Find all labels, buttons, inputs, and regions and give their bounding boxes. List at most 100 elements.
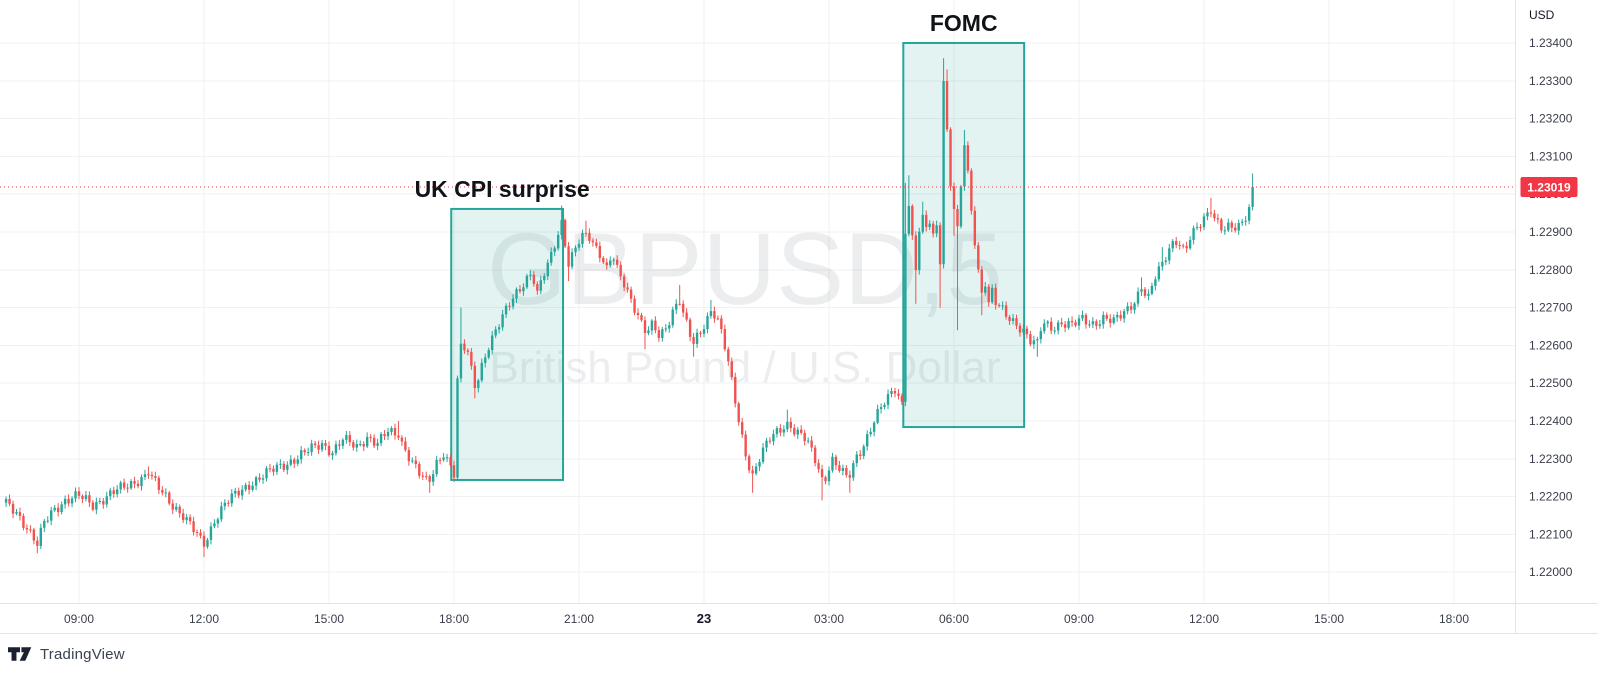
candle-body xyxy=(810,440,813,448)
candle-body xyxy=(372,437,376,446)
candle-body xyxy=(32,529,36,541)
candle-body xyxy=(81,495,84,499)
highlight-box-uk-cpi[interactable] xyxy=(450,207,565,481)
candle-body xyxy=(813,447,817,464)
candle-body xyxy=(1022,328,1025,333)
annotation-fomc-label[interactable]: FOMC xyxy=(930,10,998,36)
candle-body xyxy=(522,287,525,292)
candle-body xyxy=(966,145,970,171)
candle-body xyxy=(1105,315,1108,319)
candle-body xyxy=(702,329,706,334)
candle-body xyxy=(414,460,418,465)
candle-body xyxy=(1244,220,1247,222)
candle-body xyxy=(664,328,668,330)
candle-body xyxy=(383,434,386,437)
candle-body xyxy=(1102,315,1105,325)
candle-body xyxy=(904,233,907,402)
candle-body xyxy=(109,490,112,497)
footer-brand[interactable]: TradingView xyxy=(8,645,125,663)
candle-body xyxy=(827,470,831,482)
candle-body xyxy=(466,350,470,352)
candle-body xyxy=(1161,261,1164,267)
annotation-uk-cpi-label[interactable]: UK CPI surprise xyxy=(415,176,590,202)
time-axis[interactable]: 09:00 12:00 15:00 18:00 21:00 23 03:00 06:00 09:… xyxy=(0,603,1598,634)
candles-layer xyxy=(4,58,1254,558)
candle-body xyxy=(435,459,438,475)
candle-body xyxy=(282,463,286,470)
candle-body xyxy=(411,460,414,462)
candle-body xyxy=(751,470,754,474)
price-tick-label: 1.22100 xyxy=(1529,527,1573,541)
candle-body xyxy=(633,298,636,313)
candle-body xyxy=(1046,321,1049,324)
candle-body xyxy=(952,186,956,209)
candle-body xyxy=(1202,216,1206,228)
candle-body xyxy=(747,456,751,471)
candle-body xyxy=(490,335,494,351)
candle-body xyxy=(63,498,67,505)
candle-body xyxy=(1206,212,1209,217)
candle-body xyxy=(1181,245,1185,247)
highlight-box-fomc[interactable] xyxy=(902,42,1026,429)
candle-body xyxy=(1157,266,1161,280)
candle-body xyxy=(1199,227,1202,229)
candle-body xyxy=(984,286,987,293)
candle-body xyxy=(688,319,692,337)
candle-body xyxy=(876,408,879,423)
candle-body xyxy=(734,376,737,404)
candle-body xyxy=(803,432,806,442)
tradingview-logo-icon xyxy=(8,647,32,661)
candle-body xyxy=(546,262,549,277)
candle-body xyxy=(317,445,320,450)
candle-body xyxy=(275,464,279,472)
candle-body xyxy=(345,435,348,440)
price-tick-label: 1.22000 xyxy=(1529,565,1573,579)
candle-body xyxy=(536,284,539,291)
candle-body xyxy=(362,443,365,447)
candle-body xyxy=(195,532,199,534)
candle-body xyxy=(897,393,900,396)
candle-body xyxy=(727,349,730,362)
candle-body xyxy=(50,510,53,521)
candle-body xyxy=(1140,289,1143,292)
candle-body xyxy=(171,503,174,510)
candle-body xyxy=(53,507,56,511)
candle-body xyxy=(848,475,852,478)
price-tick-label: 1.22600 xyxy=(1529,338,1573,352)
candle-body xyxy=(622,276,626,288)
candle-body xyxy=(657,330,661,338)
plot-area[interactable] xyxy=(0,0,1515,603)
candle-body xyxy=(438,459,442,461)
candle-body xyxy=(970,170,973,211)
candle-body xyxy=(296,459,299,464)
candle-body xyxy=(240,489,244,496)
candle-body xyxy=(306,451,310,453)
candle-body xyxy=(584,232,588,234)
candle-body xyxy=(949,129,952,187)
candle-body xyxy=(550,251,553,263)
candle-body xyxy=(591,240,595,243)
candle-body xyxy=(553,248,556,252)
candle-body xyxy=(1050,321,1053,331)
candle-body xyxy=(504,305,508,315)
candle-body xyxy=(334,444,338,454)
candle-body xyxy=(129,481,133,489)
candle-body xyxy=(206,539,209,547)
candle-body xyxy=(1230,222,1233,228)
candle-body xyxy=(515,289,518,299)
time-tick-label: 12:00 xyxy=(1189,612,1219,626)
time-tick-label: 09:00 xyxy=(64,612,94,626)
candle-body xyxy=(449,457,452,466)
candle-body xyxy=(1001,305,1004,307)
candle-body xyxy=(313,443,317,446)
candle-body xyxy=(456,378,459,478)
candle-body xyxy=(1154,279,1157,286)
candle-body xyxy=(994,287,997,306)
candle-body xyxy=(376,443,379,446)
candle-body xyxy=(393,427,397,436)
candle-body xyxy=(1175,241,1178,246)
candle-body xyxy=(147,474,150,476)
candle-body xyxy=(1095,321,1098,326)
price-axis[interactable]: USD 1.234001.233001.232001.231001.230001… xyxy=(1515,0,1578,633)
candle-body xyxy=(418,464,421,476)
